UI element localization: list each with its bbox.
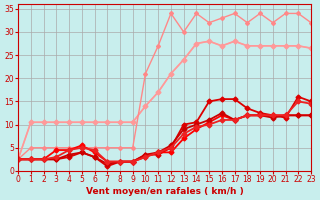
X-axis label: Vent moyen/en rafales ( km/h ): Vent moyen/en rafales ( km/h ) xyxy=(86,187,244,196)
